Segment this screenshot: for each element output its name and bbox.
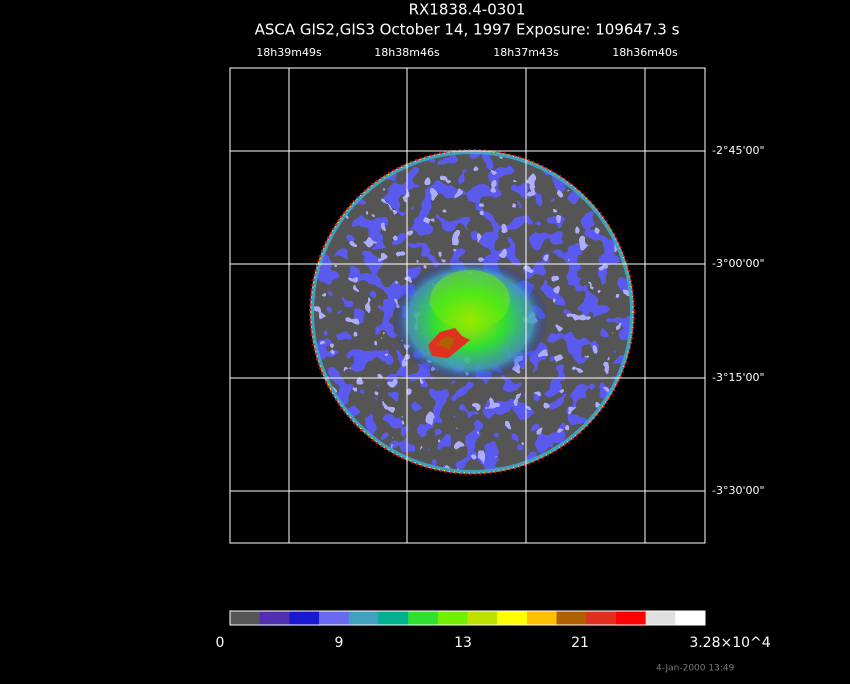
colorbar-label: 3.28×10^4 bbox=[689, 635, 770, 651]
xray-image bbox=[309, 149, 635, 475]
colorbar-segment bbox=[467, 611, 498, 625]
timestamp: 4-Jan-2000 13:49 bbox=[656, 664, 735, 674]
ra-label: 18h39m49s bbox=[256, 46, 322, 59]
ra-label: 18h38m46s bbox=[374, 46, 440, 59]
dec-label: -3°30'00" bbox=[712, 484, 765, 497]
colorbar-segment bbox=[348, 611, 379, 625]
colorbar-label: 0 bbox=[216, 635, 225, 651]
ra-label: 18h36m40s bbox=[612, 46, 678, 59]
colorbar-label: 13 bbox=[454, 635, 472, 651]
colorbar-segment bbox=[497, 611, 528, 625]
colorbar-segment bbox=[408, 611, 439, 625]
colorbar-segment bbox=[556, 611, 587, 625]
dec-label: -3°00'00" bbox=[712, 257, 765, 270]
ra-label: 18h37m43s bbox=[493, 46, 559, 59]
dec-label: -3°15'00" bbox=[712, 371, 765, 384]
colorbar-segment bbox=[615, 611, 647, 625]
colorbar-segment bbox=[319, 611, 350, 625]
colorbar-segment bbox=[675, 611, 706, 625]
dec-label: -2°45'00" bbox=[712, 144, 765, 157]
colorbar-segment bbox=[437, 611, 468, 625]
colorbar-segment bbox=[230, 611, 261, 625]
colorbar-segment bbox=[586, 611, 617, 625]
colorbar-label: 21 bbox=[571, 635, 589, 651]
subtitle: ASCA GIS2,GIS3 October 14, 1997 Exposure… bbox=[255, 21, 680, 39]
colorbar-label: 9 bbox=[335, 635, 344, 651]
colorbar-segment bbox=[645, 611, 676, 625]
labels-and-colorbar: 18h39m49s 18h38m46s 18h37m43s 18h36m40s -2°4… bbox=[216, 46, 771, 651]
colorbar-segment bbox=[289, 611, 320, 625]
colorbar-segment bbox=[526, 611, 558, 625]
colorbar-frame bbox=[229, 610, 706, 626]
coordinate-grid bbox=[229, 67, 706, 544]
colorbar-segment bbox=[259, 611, 290, 625]
title: RX1838.4-0301 bbox=[409, 1, 526, 19]
colorbar-segment bbox=[378, 611, 409, 625]
